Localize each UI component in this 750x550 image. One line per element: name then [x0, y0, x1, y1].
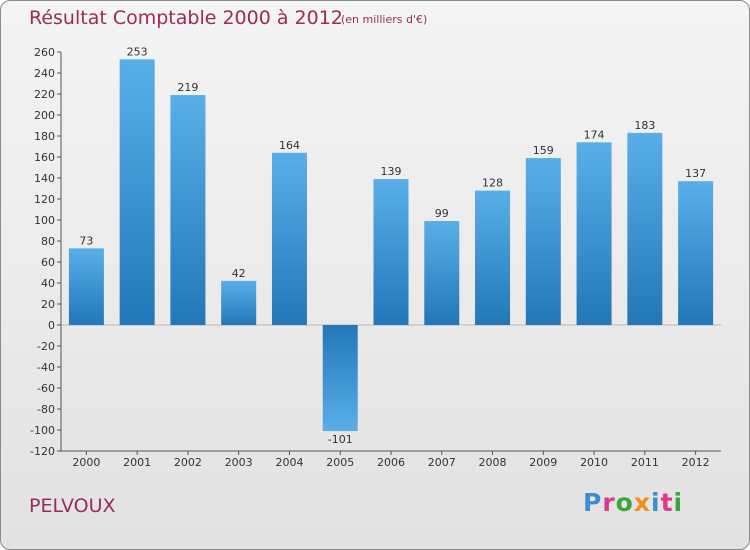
bar-2000 — [68, 248, 104, 325]
x-tick-label: 2012 — [682, 456, 710, 469]
bar-2004 — [271, 152, 307, 325]
data-label-2011: 183 — [634, 119, 655, 132]
data-label-2001: 253 — [127, 45, 148, 58]
y-tick-label: -20 — [37, 340, 55, 353]
y-tick-label: 180 — [34, 130, 55, 143]
bar-2006 — [373, 179, 409, 325]
y-tick-label: 140 — [34, 172, 55, 185]
data-label-2007: 99 — [435, 207, 449, 220]
bar-2001 — [119, 59, 155, 325]
y-tick-label: -80 — [37, 403, 55, 416]
y-tick-label: 20 — [41, 298, 55, 311]
y-tick-label: 160 — [34, 151, 55, 164]
data-label-2012: 137 — [685, 167, 706, 180]
x-tick-label: 2001 — [123, 456, 151, 469]
x-tick-label: 2005 — [326, 456, 354, 469]
y-tick-label: 40 — [41, 277, 55, 290]
x-tick-label: 2002 — [174, 456, 202, 469]
logo-letter: x — [633, 488, 651, 517]
y-tick-label: 220 — [34, 88, 55, 101]
data-label-2010: 174 — [584, 128, 605, 141]
bar-2008 — [475, 190, 511, 325]
commune-name: PELVOUX — [29, 495, 116, 517]
y-tick-label: -100 — [30, 424, 55, 437]
y-tick-label: -60 — [37, 382, 55, 395]
bar-2002 — [170, 95, 206, 325]
logo-letter: o — [615, 488, 634, 517]
proxiti-logo: Proxiti — [583, 488, 683, 517]
data-label-2002: 219 — [177, 81, 198, 94]
bar-2010 — [576, 142, 612, 325]
y-tick-label: 120 — [34, 193, 55, 206]
data-label-2009: 159 — [533, 144, 554, 157]
logo-letter: r — [602, 488, 616, 517]
x-tick-label: 2010 — [580, 456, 608, 469]
x-tick-label: 2003 — [225, 456, 253, 469]
x-tick-label: 2011 — [631, 456, 659, 469]
logo-letter: i — [651, 488, 661, 517]
data-label-2005: -101 — [328, 433, 353, 446]
x-tick-label: 2006 — [377, 456, 405, 469]
y-tick-label: 200 — [34, 109, 55, 122]
y-tick-label: 0 — [48, 319, 55, 332]
bars — [68, 59, 714, 432]
y-tick-label: 260 — [34, 46, 55, 59]
bar-2007 — [424, 221, 460, 325]
axes: 260240220200180160140120100806040200-20-… — [30, 46, 721, 469]
y-tick-label: -40 — [37, 361, 55, 374]
logo-letter: t — [660, 488, 674, 517]
bar-2011 — [627, 132, 663, 325]
logo-letter: P — [583, 488, 603, 517]
bar-2009 — [525, 158, 561, 325]
x-tick-label: 2000 — [72, 456, 100, 469]
bar-2005 — [322, 325, 358, 432]
bar-2003 — [221, 280, 257, 325]
data-labels: 73 253 219 42 164 -101 139 99 128 159 174 183 137 — [79, 45, 706, 446]
data-label-2008: 128 — [482, 177, 503, 190]
x-tick-label: 2009 — [529, 456, 557, 469]
bar-2012 — [678, 181, 714, 325]
y-tick-label: 60 — [41, 256, 55, 269]
y-tick-label: 240 — [34, 67, 55, 80]
chart-title: Résultat Comptable 2000 à 2012 — [29, 7, 343, 29]
data-label-2003: 42 — [232, 267, 246, 280]
chart-subtitle: (en milliers d'€) — [341, 13, 428, 26]
data-label-2004: 164 — [279, 139, 300, 152]
y-tick-label: -120 — [30, 445, 55, 458]
y-tick-label: 80 — [41, 235, 55, 248]
data-label-2000: 73 — [79, 234, 93, 247]
y-tick-label: 100 — [34, 214, 55, 227]
x-tick-label: 2004 — [275, 456, 303, 469]
logo-letter: i — [673, 488, 684, 517]
x-tick-label: 2007 — [428, 456, 456, 469]
data-label-2006: 139 — [381, 165, 402, 178]
x-tick-label: 2008 — [479, 456, 507, 469]
